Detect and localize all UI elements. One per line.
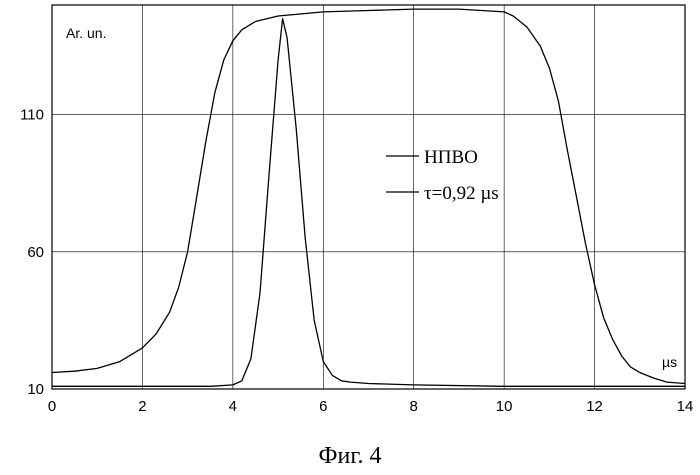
legend-label-npvo: НПВО	[424, 147, 478, 168]
x-axis-label: µs	[662, 354, 677, 370]
x-tick-label: 6	[319, 398, 327, 415]
x-tick-label: 0	[48, 398, 56, 415]
plot-frame	[52, 5, 685, 389]
x-tick-label: 2	[138, 398, 146, 415]
x-tick-label: 10	[496, 398, 513, 415]
x-tick-label: 4	[229, 398, 237, 415]
x-tick-label: 8	[410, 398, 418, 415]
x-tick-label: 14	[677, 398, 694, 415]
y-tick-label: 110	[20, 107, 44, 124]
y-axis-label: Ar. un.	[66, 25, 106, 41]
figure-caption: Фиг. 4	[319, 443, 382, 469]
y-tick-label: 60	[27, 244, 44, 261]
legend-label-tau: τ=0,92 µs	[424, 183, 499, 204]
y-tick-label: 10	[27, 381, 44, 398]
x-tick-label: 12	[586, 398, 603, 415]
